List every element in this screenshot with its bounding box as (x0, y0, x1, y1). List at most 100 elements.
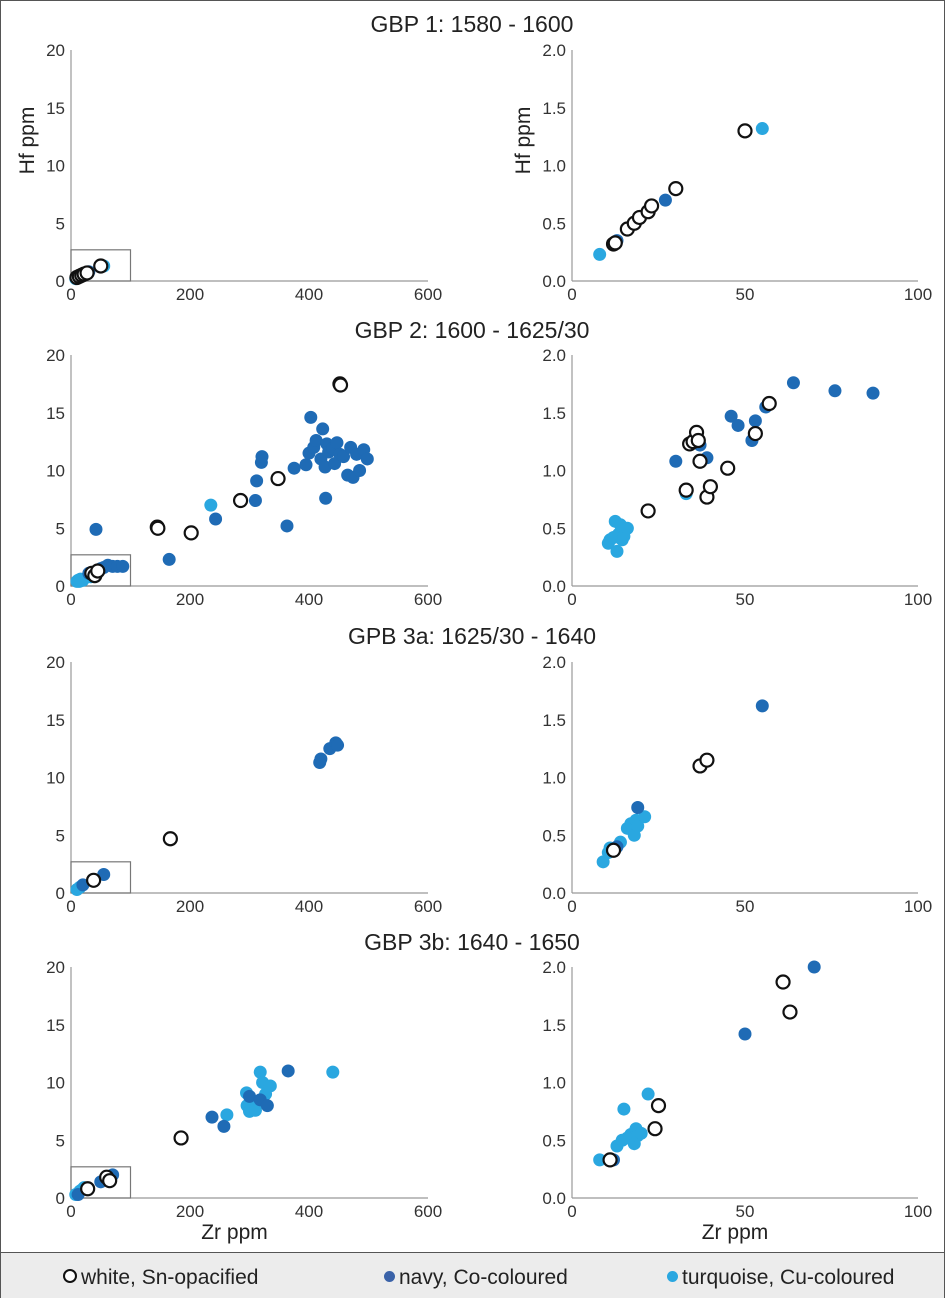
x-tick-label: 400 (295, 1202, 323, 1221)
y-tick-label: 0.0 (542, 272, 566, 291)
y-tick-label: 0.0 (542, 884, 566, 903)
turquoise-dot-icon (667, 1270, 678, 1282)
data-point-navy (248, 494, 262, 508)
data-point-turquoise (326, 1065, 340, 1079)
y-tick-label: 5 (56, 1131, 65, 1150)
data-point-white (678, 482, 694, 498)
panel-title: GBP 1: 1580 - 1600 (371, 11, 574, 37)
y-tick-label: 0.5 (542, 826, 566, 845)
data-point-navy (162, 552, 176, 566)
y-tick-label: 0.5 (542, 1131, 566, 1150)
data-point-navy (250, 474, 264, 488)
data-point-navy (304, 410, 318, 424)
y-tick-label: 10 (46, 769, 65, 788)
data-point-navy (337, 450, 351, 464)
y-tick-label: 1.5 (542, 404, 566, 423)
data-point-white (761, 395, 777, 412)
data-point-navy (116, 559, 130, 573)
data-point-white (668, 181, 684, 197)
x-tick-label: 600 (414, 590, 442, 609)
y-axis-label: Hf ppm (16, 107, 39, 175)
data-point-turquoise (253, 1065, 267, 1079)
x-tick-label: 0 (66, 285, 75, 304)
data-point-white (332, 377, 349, 393)
scatter-panel-7: GBP 3b: 1640 - 1650 0 200 400 600 0 5 10 15 20 Zr … (46, 929, 580, 1244)
x-axis-label: Zr ppm (702, 1221, 769, 1244)
data-point-white (173, 1130, 189, 1146)
data-point-white (737, 123, 753, 139)
x-tick-label: 400 (295, 590, 323, 609)
y-tick-label: 10 (46, 1074, 65, 1093)
x-tick-label: 200 (176, 897, 204, 916)
x-tick-label: 100 (904, 897, 932, 916)
y-tick-label: 1.0 (542, 462, 566, 481)
data-point-navy (669, 454, 683, 468)
data-point-navy (828, 384, 842, 398)
data-point-turquoise (641, 1087, 655, 1101)
data-point-navy (731, 418, 745, 432)
data-point-white (102, 1173, 118, 1189)
zoom-region-box (70, 1166, 132, 1199)
legend-item-white: white, Sn-opacified (63, 1266, 258, 1289)
y-tick-label: 15 (46, 99, 65, 118)
x-tick-label: 100 (904, 285, 932, 304)
x-tick-label: 50 (736, 590, 755, 609)
data-point-white (702, 479, 719, 495)
navy-dot-icon (384, 1270, 395, 1282)
data-point-navy (724, 409, 738, 423)
x-tick-label: 0 (66, 897, 75, 916)
data-point-turquoise (634, 1126, 648, 1140)
data-point-white (150, 520, 166, 536)
x-tick-label: 0 (66, 590, 75, 609)
data-point-white (643, 198, 660, 214)
data-point-navy (281, 1064, 295, 1078)
data-point-white (775, 974, 791, 990)
x-tick-label: 50 (736, 897, 755, 916)
scatter-panel-1: GBP 1: 1580 - 1600 0 200 400 600 0 5 10 15 20 Hf p… (16, 11, 573, 304)
legend-label-navy: navy, Co-coloured (399, 1266, 568, 1289)
data-point-turquoise (220, 1108, 234, 1122)
data-point-white (162, 831, 178, 847)
data-point-white (692, 453, 708, 469)
x-tick-label: 400 (295, 285, 323, 304)
data-point-navy (658, 193, 672, 207)
y-tick-label: 20 (46, 958, 65, 977)
data-point-white (782, 1004, 798, 1020)
y-tick-label: 1.0 (542, 769, 566, 788)
y-tick-label: 2.0 (542, 653, 566, 672)
data-point-white (747, 425, 763, 442)
x-tick-label: 600 (414, 285, 442, 304)
y-tick-label: 20 (46, 41, 65, 60)
y-tick-label: 15 (46, 711, 65, 730)
legend: white, Sn-opacified navy, Co-coloured tu… (1, 1252, 944, 1298)
x-tick-label: 0 (567, 1202, 576, 1221)
y-tick-label: 0 (56, 577, 65, 596)
y-tick-label: 0.5 (542, 519, 566, 538)
x-tick-label: 100 (904, 1202, 932, 1221)
data-point-white (605, 842, 622, 858)
y-axis-label: Hf ppm (512, 107, 535, 175)
data-point-white (232, 492, 249, 509)
scatter-panel-4: 0 50 100 0.0 0.5 1.0 1.5 2.0 (542, 346, 932, 609)
data-point-turquoise (620, 521, 634, 535)
data-point-turquoise (593, 1153, 607, 1167)
legend-item-navy: navy, Co-coloured (384, 1266, 568, 1289)
y-tick-label: 20 (46, 346, 65, 365)
y-tick-label: 15 (46, 1016, 65, 1035)
data-point-white (640, 503, 656, 519)
data-point-white (93, 258, 109, 274)
panel-title: GBP 3b: 1640 - 1650 (364, 929, 580, 955)
y-tick-label: 0.0 (542, 1189, 566, 1208)
data-point-navy (280, 519, 294, 533)
y-tick-label: 0 (56, 884, 65, 903)
data-point-white (607, 235, 623, 251)
data-point-white (699, 752, 715, 768)
data-point-navy (255, 450, 269, 464)
y-tick-label: 1.0 (542, 1074, 566, 1093)
x-tick-label: 100 (904, 590, 932, 609)
y-tick-label: 10 (46, 462, 65, 481)
x-tick-label: 0 (567, 590, 576, 609)
data-point-turquoise (593, 247, 607, 261)
y-tick-label: 5 (56, 519, 65, 538)
data-point-navy (287, 461, 301, 475)
